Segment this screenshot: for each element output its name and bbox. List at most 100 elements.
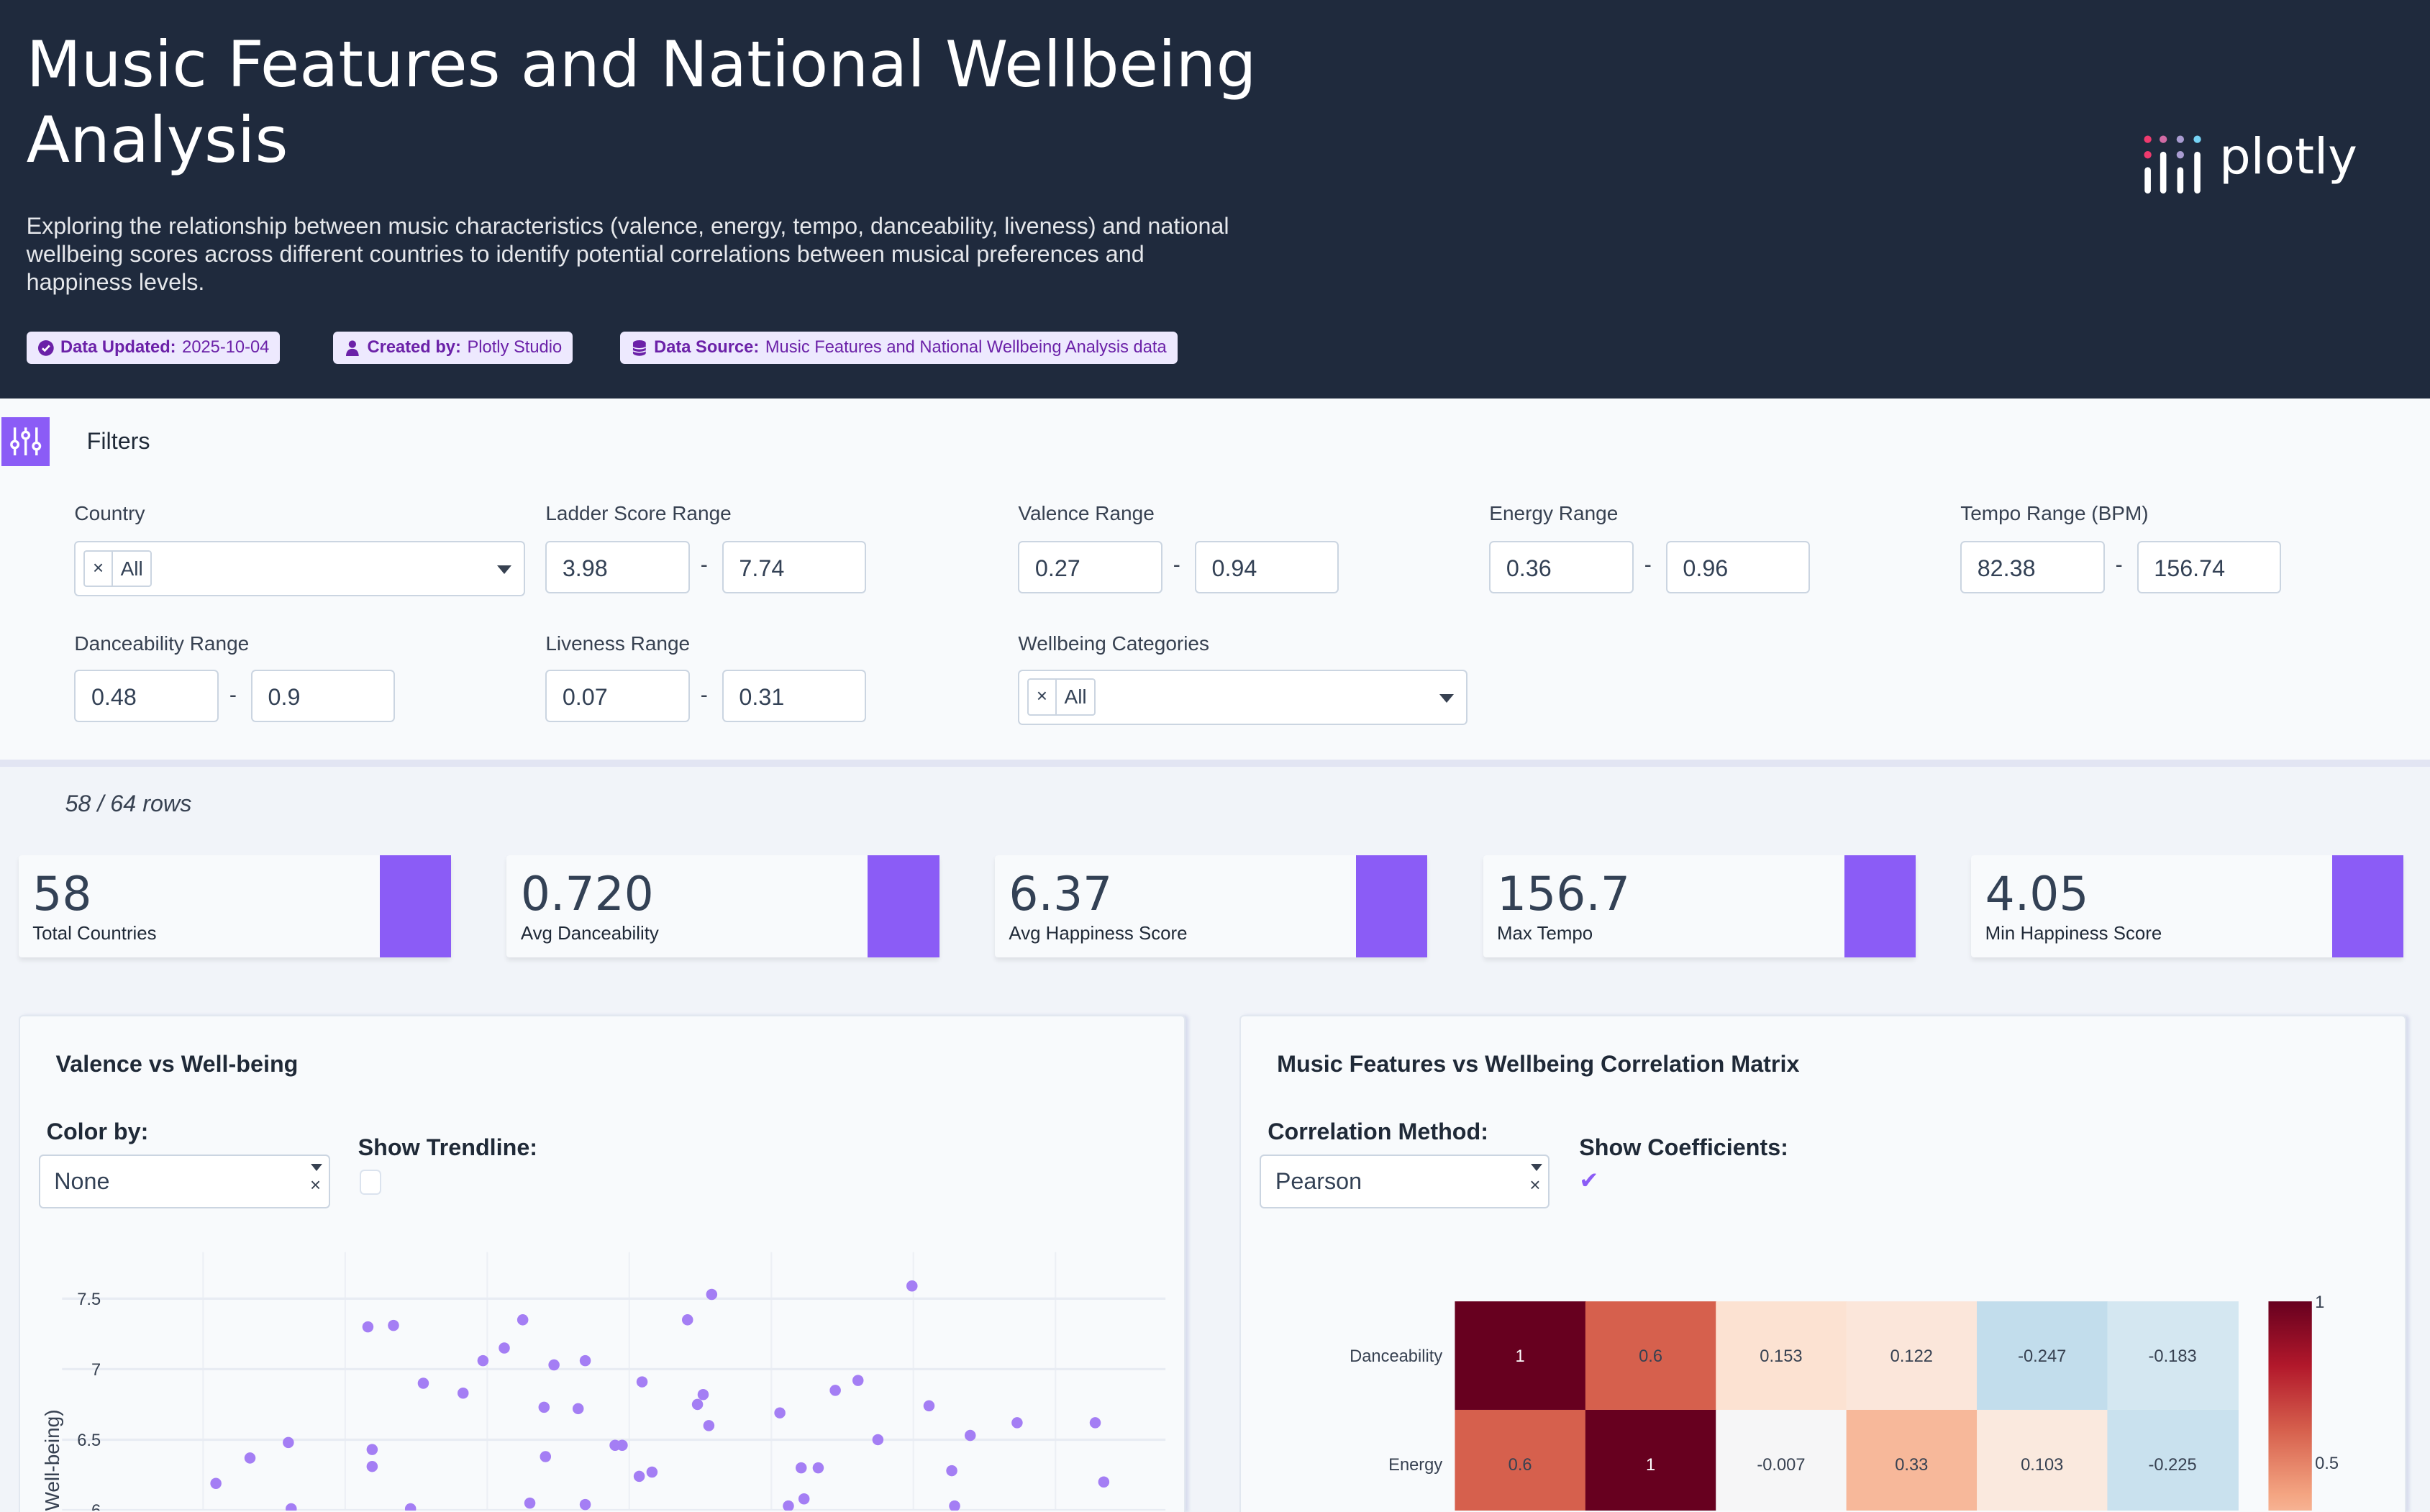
country-dropdown[interactable]: × All [74, 540, 526, 597]
kpi-value: 6.37 [1009, 867, 1113, 922]
scatter-point [616, 1439, 628, 1451]
liveness-min-input[interactable]: 0.07 [545, 669, 690, 722]
badge-label: Created by: [367, 338, 461, 357]
heatmap-cell-label: 0.33 [1896, 1456, 1929, 1475]
scatter-point [774, 1407, 786, 1418]
kpi-card-avg-happiness: 6.37 Avg Happiness Score [995, 855, 1428, 958]
badge-label: Data Source: [654, 338, 760, 357]
trendline-checkbox[interactable] [359, 1170, 381, 1195]
correlation-heatmap[interactable]: Danceability 1 0.6 0.153 0.122 -0.247 -0.183 En… [1239, 1239, 2403, 1511]
heatmap-cell-label: 0.6 [1508, 1456, 1532, 1475]
wellbeing-categories-dropdown[interactable]: × All [1018, 669, 1468, 726]
kpi-value: 156.7 [1497, 867, 1630, 922]
scatter-point [457, 1387, 469, 1399]
scatter-point [579, 1498, 591, 1511]
danceability-label: Danceability Range [74, 632, 250, 655]
scatter-point [949, 1500, 960, 1511]
kpi-card-avg-danceability: 0.720 Avg Danceability [506, 855, 939, 958]
scatter-point [244, 1452, 256, 1464]
valence-max-input[interactable]: 0.94 [1194, 540, 1339, 594]
scatter-point [579, 1354, 591, 1367]
correlation-method-dropdown[interactable]: Pearson × [1260, 1154, 1550, 1209]
range-dash: - [1644, 553, 1652, 578]
kpi-label: Min Happiness Score [1985, 923, 2162, 944]
scatter-point [812, 1462, 824, 1474]
kpi-card-total-countries: 58 Total Countries [18, 855, 451, 958]
chip-remove-button[interactable]: × [85, 551, 113, 586]
danceability-min-input[interactable]: 0.48 [74, 669, 219, 722]
chevron-down-icon [497, 565, 512, 574]
scatter-card-title: Valence vs Well-being [55, 1050, 299, 1077]
sliders-icon [9, 427, 42, 456]
kpi-card-min-happiness: 4.05 Min Happiness Score [1971, 855, 2404, 958]
range-dash: - [700, 683, 708, 708]
scatter-point [540, 1451, 551, 1462]
created-by-badge: Created by: Plotly Studio [333, 332, 573, 365]
correlation-method-label: Correlation Method: [1268, 1119, 1489, 1145]
color-by-dropdown[interactable]: None × [38, 1154, 330, 1209]
scatter-point [366, 1444, 378, 1455]
scatter-point [946, 1465, 957, 1477]
colorbar-tick-label: 1 [2316, 1293, 2325, 1312]
scatter-point [703, 1419, 714, 1431]
filters-toggle-button[interactable] [1, 416, 50, 467]
ladder-score-max-input[interactable]: 7.74 [722, 540, 867, 594]
kpi-card-max-tempo: 156.7 Max Tempo [1483, 855, 1916, 958]
ladder-score-label: Ladder Score Range [545, 501, 732, 524]
heatmap-cell [2107, 1410, 2239, 1511]
energy-label: Energy Range [1489, 501, 1619, 524]
badge-label: Data Updated: [60, 338, 176, 357]
scatter-point [404, 1503, 417, 1511]
heatmap-cell [1585, 1301, 1717, 1411]
energy-max-input[interactable]: 0.96 [1665, 540, 1811, 594]
tempo-max-input[interactable]: 156.74 [2137, 540, 2282, 594]
range-dash: - [1173, 553, 1180, 578]
scatter-point [798, 1493, 810, 1505]
row-count: 58 / 64 rows [65, 790, 192, 816]
scatter-point [388, 1319, 399, 1331]
badge-value: Plotly Studio [467, 338, 563, 357]
liveness-max-input[interactable]: 0.31 [722, 669, 867, 722]
scatter-point [852, 1375, 864, 1386]
clear-selection-button[interactable]: × [1529, 1175, 1541, 1196]
heatmap-cell [1977, 1301, 2108, 1411]
chip-remove-button[interactable]: × [1029, 680, 1057, 714]
plotly-logo-text: plotly [2219, 127, 2357, 186]
scatter-point [783, 1500, 794, 1511]
scatter-plot[interactable]: 7.5 7 6.5 6 Well-being) [19, 1224, 1183, 1511]
scatter-point [633, 1470, 645, 1483]
valence-min-input[interactable]: 0.27 [1018, 540, 1162, 594]
kpi-value: 4.05 [1985, 867, 2089, 922]
show-coefficients-checkbox[interactable]: ✔ [1579, 1167, 1599, 1194]
kpi-label: Total Countries [32, 923, 157, 944]
correlation-card-title: Music Features vs Wellbeing Correlation … [1277, 1050, 1800, 1077]
heatmap-cell [1455, 1410, 1587, 1511]
kpi-value: 0.720 [520, 867, 654, 922]
chip-label: All [1064, 686, 1087, 709]
range-dash: - [700, 553, 708, 578]
tempo-min-input[interactable]: 82.38 [1960, 540, 2105, 594]
ladder-score-min-input[interactable]: 3.98 [545, 540, 690, 594]
country-label: Country [74, 501, 145, 524]
danceability-max-input[interactable]: 0.9 [250, 669, 396, 722]
scatter-point [1098, 1476, 1109, 1488]
heatmap-cell-label: -0.247 [2019, 1348, 2067, 1367]
scatter-point [517, 1313, 529, 1326]
scatter-point [706, 1288, 717, 1301]
heatmap-cell-label: -0.007 [1757, 1456, 1806, 1475]
tempo-label: Tempo Range (BPM) [1960, 501, 2149, 524]
scatter-point [282, 1436, 294, 1449]
kpi-accent-bar [1844, 855, 1916, 958]
scatter-point [1089, 1417, 1101, 1429]
energy-min-input[interactable]: 0.36 [1489, 540, 1634, 594]
scatter-point [906, 1280, 918, 1292]
scatter-point [681, 1313, 693, 1326]
clear-selection-button[interactable]: × [309, 1175, 322, 1196]
correlation-method-value: Pearson [1275, 1167, 1362, 1194]
colorbar-tick-label: 0.5 [2316, 1454, 2339, 1473]
data-source-badge: Data Source: Music Features and National … [619, 332, 1178, 365]
heatmap-cell [1585, 1410, 1717, 1511]
heatmap-row-label: Energy [1389, 1456, 1443, 1475]
kpi-accent-bar [2332, 855, 2404, 958]
range-dash: - [229, 683, 237, 708]
